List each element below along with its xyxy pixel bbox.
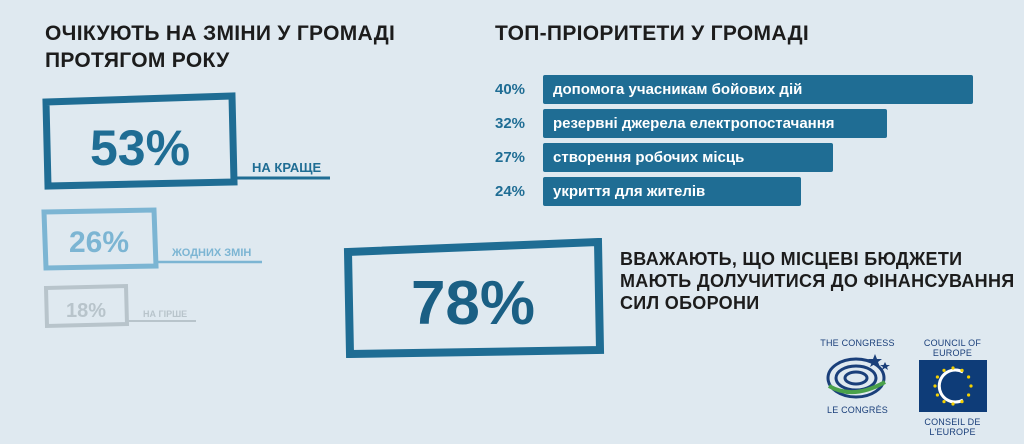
chart-title: ТОП-ПРІОРИТЕТИ У ГРОМАДІ xyxy=(495,22,809,45)
congress-logo: THE CONGRESS LE CONGRÈS xyxy=(815,338,900,415)
bar-row: 27% створення робочих місць xyxy=(495,143,995,172)
defense-text: ВВАЖАЮТЬ, ЩО МІСЦЕВІ БЮДЖЕТИ МАЮТЬ ДОЛУЧ… xyxy=(620,248,1014,314)
star-icon xyxy=(959,399,964,404)
expectation-graphic: 53% НА КРАЩЕ 26% ЖОДНИХ ЗМІН 18% НА ГІРШ… xyxy=(41,92,330,329)
coe-top-text: COUNCIL OF EUROPE xyxy=(923,338,982,358)
bar-category-label: резервні джерела електропостачання xyxy=(553,115,835,132)
left-title-line1: ОЧІКУЮТЬ НА ЗМІНИ У ГРОМАДІ xyxy=(45,22,396,45)
star-icon xyxy=(966,393,970,397)
bar-value-label: 40% xyxy=(495,81,526,98)
star-icon xyxy=(941,368,946,373)
worse-frame xyxy=(43,283,130,329)
congress-bottom-text: LE CONGRÈS xyxy=(826,405,888,415)
bar-row: 32% резервні джерела електропостачання xyxy=(495,109,995,138)
bar-value-label: 24% xyxy=(495,183,526,200)
star-icon xyxy=(950,402,955,406)
star-icon xyxy=(950,366,955,370)
star-icon xyxy=(941,399,946,404)
priorities-chart: 40% допомога учасникам бойових дій 32% резе… xyxy=(495,75,995,215)
no-change-label: ЖОДНИХ ЗМІН xyxy=(171,247,251,259)
star-icon xyxy=(968,384,973,388)
defense-text-line2: МАЮТЬ ДОЛУЧИТИСЯ ДО ФІНАНСУВАННЯ xyxy=(620,271,1015,291)
no-change-frame xyxy=(41,207,159,271)
bar: створення робочих місць xyxy=(543,143,834,172)
star-icon xyxy=(935,375,939,379)
bar-value-label: 27% xyxy=(495,149,526,166)
better-group: 53% НА КРАЩЕ xyxy=(42,92,330,190)
no-change-group: 26% ЖОДНИХ ЗМІН xyxy=(41,207,262,271)
bar-category-label: створення робочих місць xyxy=(553,149,745,166)
defense-graphic: 78% xyxy=(343,238,605,358)
defense-frame xyxy=(343,238,605,358)
congress-top-text: THE CONGRESS xyxy=(820,338,895,348)
bar: укриття для жителів xyxy=(543,177,801,206)
congress-emblem-icon xyxy=(826,354,890,399)
star-icon xyxy=(959,368,964,373)
better-label: НА КРАЩЕ xyxy=(252,160,321,175)
bar-category-label: допомога учасникам бойових дій xyxy=(553,81,803,98)
bar-row: 24% укриття для жителів xyxy=(495,177,995,206)
bar-value-label: 32% xyxy=(495,115,526,132)
worse-value: 18% xyxy=(66,300,106,322)
defense-text-line1: ВВАЖАЮТЬ, ЩО МІСЦЕВІ БЮДЖЕТИ xyxy=(620,249,963,269)
worse-group: 18% НА ГІРШЕ xyxy=(43,283,196,329)
bar: резервні джерела електропостачання xyxy=(543,109,887,138)
coe-emblem-icon xyxy=(918,360,987,412)
star-icon xyxy=(966,375,970,379)
bar: допомога учасникам бойових дій xyxy=(543,75,973,104)
defense-text-line3: СИЛ ОБОРОНИ xyxy=(620,293,760,313)
bar-row: 40% допомога учасникам бойових дій xyxy=(495,75,995,104)
left-title-line2: ПРОТЯГОМ РОКУ xyxy=(45,49,230,72)
worse-label: НА ГІРШЕ xyxy=(143,309,187,319)
bar-category-label: укриття для жителів xyxy=(553,183,706,200)
no-change-value: 26% xyxy=(69,226,129,259)
star-icon xyxy=(935,393,939,397)
star-icon xyxy=(932,384,937,388)
coe-logo: COUNCIL OF EUROPE CONSEIL DE L'EUROPE xyxy=(905,338,1000,437)
coe-bottom-text: CONSEIL DE L'EUROPE xyxy=(924,417,981,437)
better-value: 53% xyxy=(90,120,190,176)
defense-value: 78% xyxy=(411,269,535,338)
left-title: ОЧІКУЮТЬ НА ЗМІНИ У ГРОМАДІ ПРОТЯГОМ РОК… xyxy=(45,20,395,74)
better-frame xyxy=(42,92,238,190)
